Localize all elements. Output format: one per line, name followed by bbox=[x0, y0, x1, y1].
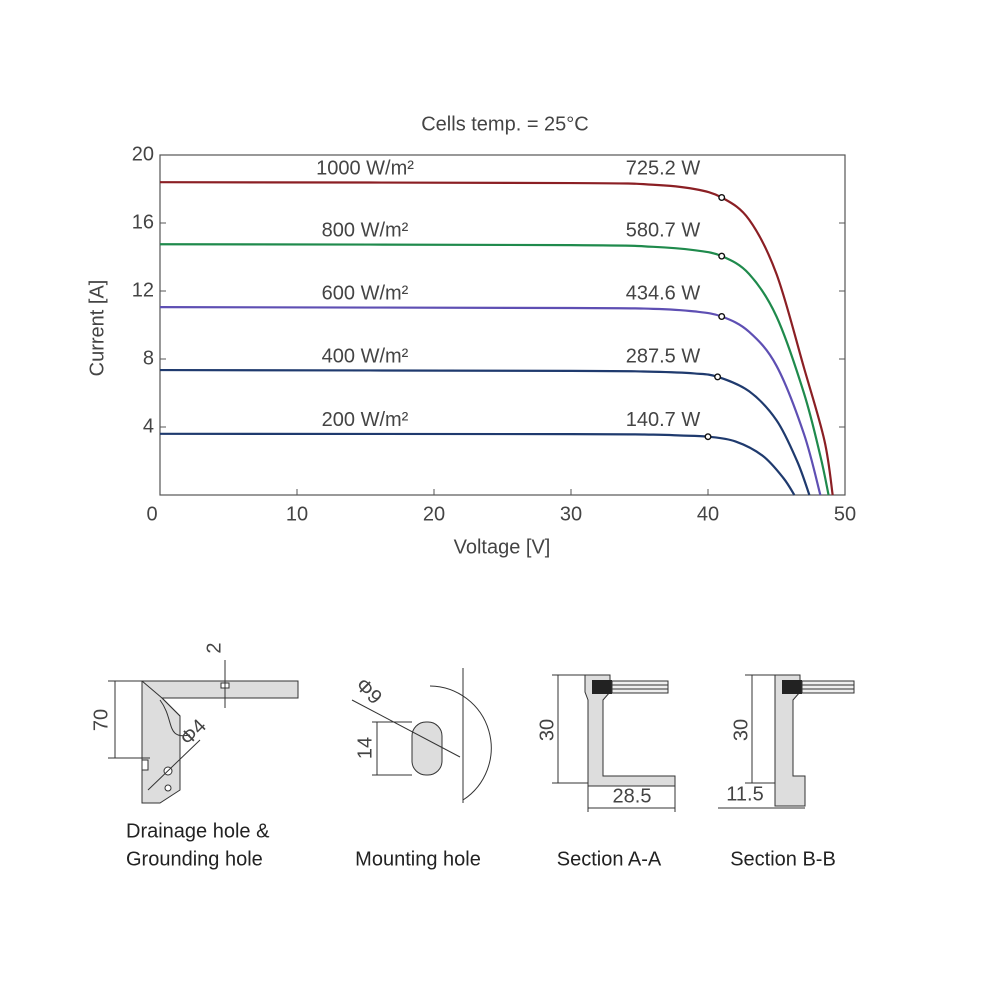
dimension-label: Φ9 bbox=[351, 674, 386, 709]
power-label: 434.6 W bbox=[626, 282, 701, 304]
dimension-label: 11.5 bbox=[726, 783, 763, 805]
x-axis-label: Voltage [V] bbox=[454, 536, 551, 558]
y-tick-label: 12 bbox=[132, 279, 154, 301]
power-label: 287.5 W bbox=[626, 345, 701, 367]
dimension-label: 30 bbox=[536, 719, 558, 741]
mpp-marker bbox=[704, 433, 712, 441]
dimension-label: 2 bbox=[203, 642, 225, 653]
iv-curve bbox=[159, 243, 830, 496]
plot-frame bbox=[159, 154, 846, 496]
series-label: 200 W/m² bbox=[322, 409, 409, 431]
power-label: 580.7 W bbox=[626, 220, 701, 242]
dimension-label: 70 bbox=[90, 709, 112, 731]
x-tick-label: 20 bbox=[423, 503, 445, 525]
caption: Section A-A bbox=[557, 848, 662, 870]
dimension-label: Φ4 bbox=[176, 715, 211, 750]
dimension-label: 30 bbox=[730, 719, 752, 741]
caption: Mounting hole bbox=[355, 848, 481, 870]
caption: Drainage hole & bbox=[126, 820, 270, 842]
mounting-drawing: Φ9 14 Mounting hole bbox=[351, 668, 492, 870]
iv-curve bbox=[159, 432, 796, 496]
series-label: 600 W/m² bbox=[322, 282, 409, 304]
section-a-drawing: 30 28.5 Section A-A bbox=[536, 674, 676, 870]
x-tick-label: 30 bbox=[560, 503, 582, 525]
dimension-label: 14 bbox=[354, 737, 376, 759]
y-tick-label: 16 bbox=[132, 211, 154, 233]
series-label: 400 W/m² bbox=[322, 345, 409, 367]
iv-curve bbox=[159, 368, 811, 496]
series-label: 800 W/m² bbox=[322, 220, 409, 242]
iv-curve bbox=[159, 306, 822, 496]
x-tick-label: 40 bbox=[697, 503, 719, 525]
caption: Grounding hole bbox=[126, 848, 263, 870]
plot: 0 10 20 30 40 50 4 8 12 16 20 1000 W/m² 725.2 W 800 W… bbox=[132, 143, 856, 525]
y-tick-label: 4 bbox=[143, 415, 154, 437]
drainage-drawing: 2 70 Φ4 Drainage hole & Grounding hole bbox=[90, 642, 299, 870]
x-tick-label: 0 bbox=[146, 503, 157, 525]
dimension-label: 28.5 bbox=[613, 785, 652, 807]
section-b-drawing: 30 11.5 Section B-B bbox=[718, 674, 855, 870]
power-label: 725.2 W bbox=[626, 157, 701, 179]
mpp-marker bbox=[718, 252, 726, 260]
chart-title: Cells temp. = 25°C bbox=[421, 113, 589, 135]
y-axis-label: Current [A] bbox=[86, 280, 108, 377]
x-tick-label: 50 bbox=[834, 503, 856, 525]
y-tick-label: 20 bbox=[132, 143, 154, 165]
iv-curve bbox=[159, 181, 834, 496]
x-tick-label: 10 bbox=[286, 503, 308, 525]
y-tick-label: 8 bbox=[143, 347, 154, 369]
mpp-marker bbox=[714, 373, 722, 381]
caption: Section B-B bbox=[730, 848, 836, 870]
mpp-marker bbox=[718, 193, 726, 201]
mpp-marker bbox=[718, 313, 726, 321]
series-label: 1000 W/m² bbox=[316, 157, 414, 179]
power-label: 140.7 W bbox=[626, 409, 701, 431]
